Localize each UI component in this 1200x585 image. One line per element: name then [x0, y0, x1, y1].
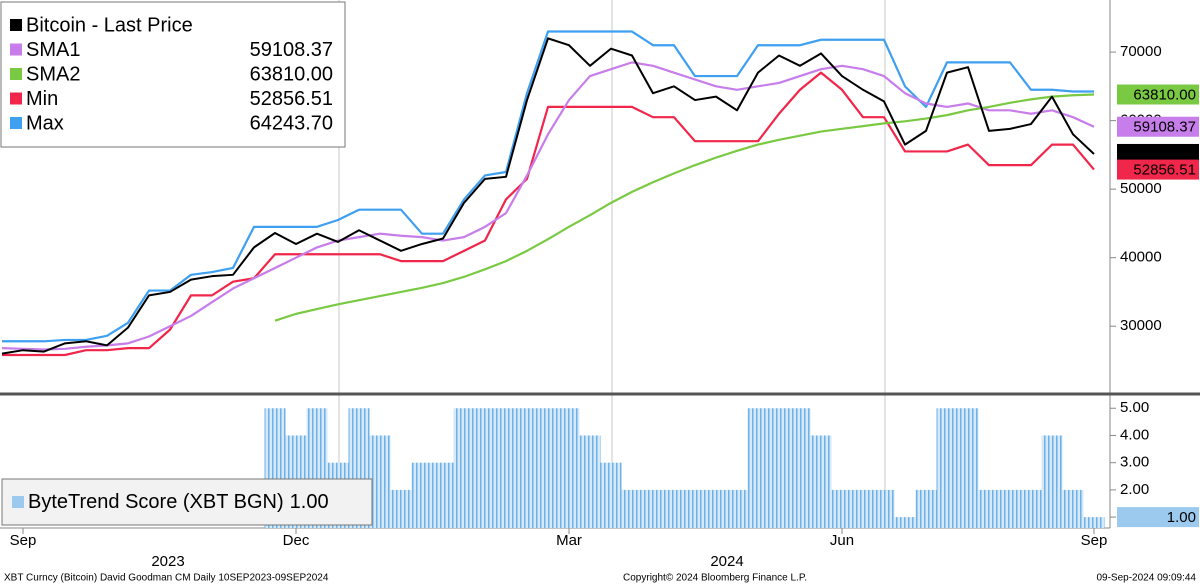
bar	[411, 462, 433, 528]
bar	[600, 462, 622, 528]
x-tick-label: Mar	[556, 532, 582, 549]
bar	[474, 408, 496, 528]
legend-value: 1.00	[290, 491, 329, 513]
bar	[957, 408, 979, 528]
value-tag-label: 55134.64	[1133, 146, 1196, 163]
legend-swatch	[10, 92, 22, 105]
bar	[579, 435, 601, 528]
legend-value: 52856.51	[250, 88, 333, 110]
legend-label: ByteTrend Score (XBT BGN) 1.00	[28, 491, 329, 513]
value-tag	[1117, 116, 1199, 137]
value-tag	[1117, 159, 1199, 180]
bar	[642, 489, 664, 528]
x-tick-label: Dec	[283, 532, 310, 549]
bar	[1041, 435, 1063, 528]
x-tick-label: Jun	[830, 532, 854, 549]
bar	[558, 408, 580, 528]
legend-swatch	[10, 43, 22, 56]
legend-value: 63810.00	[250, 63, 333, 85]
legend-label: Min	[26, 88, 58, 110]
legend-label: Bitcoin - Last Price	[26, 14, 193, 36]
y-tick-label: 70000	[1120, 43, 1162, 60]
bar	[852, 489, 874, 528]
series-line	[1, 37, 1095, 355]
bar	[495, 408, 517, 528]
x-tick-label: Sep	[10, 532, 37, 549]
legend-name: ByteTrend Score (XBT BGN)	[28, 491, 284, 513]
value-tag	[1117, 84, 1199, 105]
bar	[999, 489, 1021, 528]
bar	[894, 517, 916, 528]
footer-center: Copyright© 2024 Bloomberg Finance L.P.	[623, 573, 807, 584]
legend-label: Max	[26, 112, 64, 134]
series-line	[274, 93, 1095, 322]
bar	[936, 408, 958, 528]
value-tag-label: 52856.51	[1133, 162, 1196, 179]
series-line	[1, 61, 1095, 351]
bar	[516, 408, 538, 528]
legend	[1, 478, 373, 526]
bar	[390, 489, 412, 528]
value-tag-label: 59108.37	[1133, 119, 1196, 136]
series-line	[2, 30, 1094, 343]
footer-right: 09-Sep-2024 09:09:44	[1096, 573, 1196, 584]
bar	[453, 408, 475, 528]
bar	[663, 489, 685, 528]
y-tick-label: 50000	[1120, 180, 1162, 197]
value-tag	[1117, 507, 1199, 528]
bar	[789, 408, 811, 528]
bar	[1020, 489, 1042, 528]
y-tick-label: 2.00	[1120, 481, 1149, 498]
marks: 30000400005000060000700001.002.003.004.0…	[1, 30, 1162, 570]
y-tick-label: 4.00	[1120, 426, 1149, 443]
legend-value: 64243.70	[250, 112, 333, 134]
y-tick-label: 3.00	[1120, 454, 1149, 471]
y-tick-label: 40000	[1120, 249, 1162, 266]
value-tag-label: 63810.00	[1133, 86, 1196, 103]
bar	[1083, 517, 1105, 528]
bar	[684, 489, 706, 528]
footer-left: XBT Curncy (Bitcoin) David Goodman CM Da…	[4, 573, 329, 584]
legend	[0, 1, 346, 148]
legend-swatch	[10, 68, 22, 80]
bar	[432, 462, 454, 528]
legend-swatch	[10, 117, 22, 129]
legend-label: SMA2	[26, 63, 80, 85]
bar	[831, 489, 853, 528]
year-label: 2024	[710, 553, 743, 570]
bar	[1062, 489, 1084, 528]
x-tick-label: Sep	[1081, 532, 1108, 549]
bar	[621, 489, 643, 528]
legend-label: SMA1	[26, 39, 80, 61]
bar	[768, 408, 790, 528]
bar	[726, 489, 748, 528]
bar	[369, 435, 391, 528]
series-line	[2, 71, 1095, 357]
bar	[747, 408, 769, 528]
bar	[810, 435, 832, 528]
bar	[978, 489, 1000, 528]
year-label: 2023	[151, 553, 184, 570]
overlay: Bitcoin - Last Price SMA1 59108.37 SMA2 6381…	[0, 1, 1199, 528]
bar	[537, 408, 559, 528]
bar	[705, 489, 727, 528]
y-tick-label: 30000	[1120, 317, 1162, 334]
y-tick-label: 5.00	[1120, 399, 1149, 416]
value-tag-label: 1.00	[1167, 509, 1196, 526]
legend-swatch	[12, 496, 24, 508]
bar	[915, 489, 937, 528]
bar	[873, 489, 895, 528]
legend-swatch	[10, 19, 22, 31]
value-tag	[1117, 143, 1199, 164]
legend-value: 59108.37	[250, 39, 333, 61]
